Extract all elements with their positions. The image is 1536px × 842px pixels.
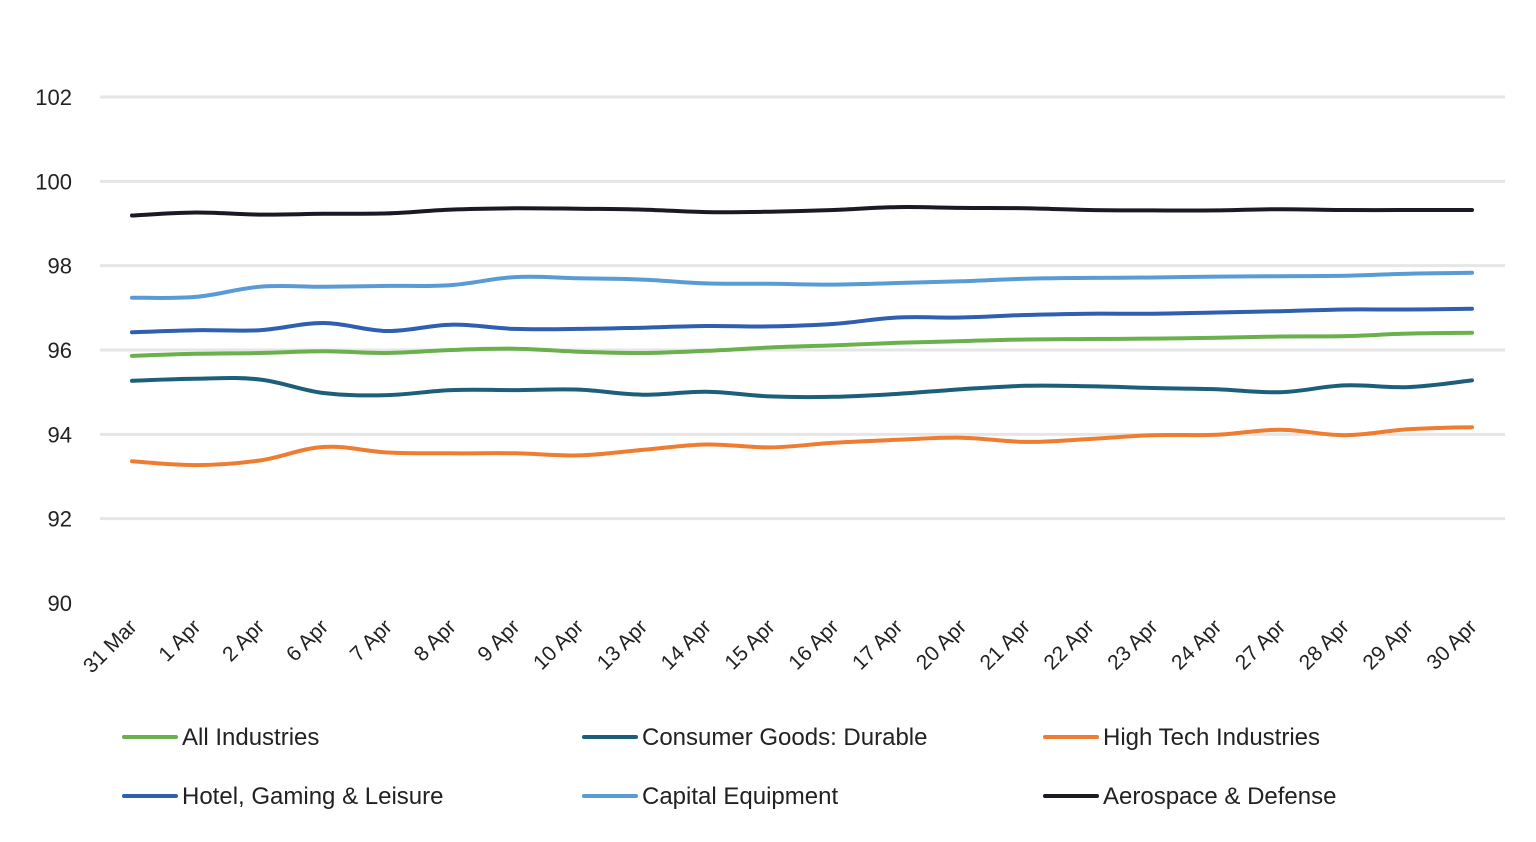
- series-line-3: [130, 306, 1474, 335]
- series-lines: [130, 205, 1474, 468]
- y-tick-label: 100: [35, 169, 72, 194]
- x-tick-label: 9 Apr: [473, 615, 524, 666]
- legend-label: Aerospace & Defense: [1103, 783, 1336, 810]
- x-tick-label: 14 Apr: [657, 615, 716, 674]
- legend: All Industries Consumer Goods: Durable Hig…: [122, 724, 1336, 810]
- series-line-2: [130, 425, 1474, 468]
- x-tick-label: 29 Apr: [1359, 615, 1418, 674]
- legend-label: Consumer Goods: Durable: [642, 724, 927, 751]
- legend-label: High Tech Industries: [1103, 724, 1320, 751]
- x-tick-label: 6 Apr: [282, 615, 333, 666]
- x-tick-label: 31 Mar: [79, 615, 141, 677]
- x-tick-label: 21 Apr: [976, 615, 1035, 674]
- x-tick-label: 1 Apr: [154, 615, 205, 666]
- y-tick-label: 90: [48, 591, 72, 616]
- series-line-5: [130, 205, 1474, 218]
- x-tick-label: 20 Apr: [912, 615, 971, 674]
- series-line-1: [130, 375, 1474, 400]
- x-tick-label: 10 Apr: [529, 615, 588, 674]
- x-tick-label: 16 Apr: [784, 615, 843, 674]
- x-tick-label: 24 Apr: [1167, 615, 1226, 674]
- y-tick-label: 102: [35, 85, 72, 110]
- legend-label: Capital Equipment: [642, 783, 838, 810]
- x-tick-label: 30 Apr: [1422, 615, 1481, 674]
- y-axis-ticks: 90 92 94 96 98 100 102: [35, 85, 72, 616]
- x-axis-ticks: 31 Mar 1 Apr 2 Apr 6 Apr 7 Apr 8 Apr 9 Apr 10 A…: [79, 615, 1481, 677]
- x-tick-label: 22 Apr: [1039, 615, 1098, 674]
- x-tick-label: 7 Apr: [346, 615, 397, 666]
- x-tick-label: 2 Apr: [218, 615, 269, 666]
- x-tick-label: 8 Apr: [410, 615, 461, 666]
- x-tick-label: 28 Apr: [1295, 615, 1354, 674]
- y-tick-label: 94: [48, 422, 72, 447]
- legend-label: Hotel, Gaming & Leisure: [182, 783, 443, 810]
- series-line-4: [130, 270, 1474, 300]
- gridlines: [100, 95, 1505, 521]
- x-tick-label: 13 Apr: [593, 615, 652, 674]
- y-tick-label: 96: [48, 338, 72, 363]
- x-tick-label: 15 Apr: [720, 615, 779, 674]
- series-line-0: [130, 330, 1474, 358]
- y-tick-label: 98: [48, 254, 72, 279]
- legend-label: All Industries: [182, 724, 319, 751]
- x-tick-label: 23 Apr: [1103, 615, 1162, 674]
- y-tick-label: 92: [48, 507, 72, 532]
- x-tick-label: 17 Apr: [848, 615, 907, 674]
- x-tick-label: 27 Apr: [1231, 615, 1290, 674]
